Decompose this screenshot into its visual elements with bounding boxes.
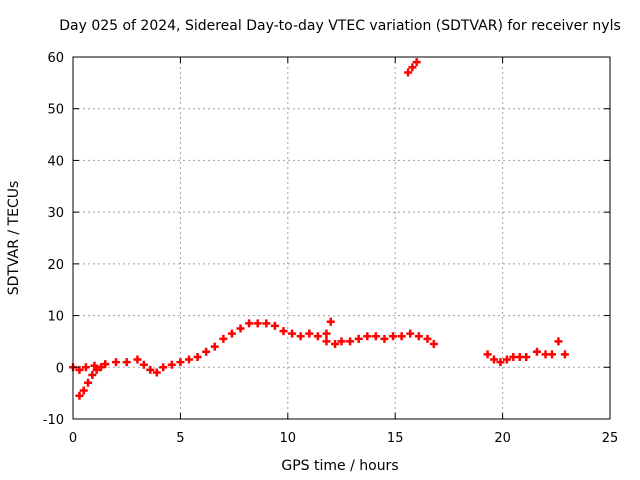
y-tick-label: 50 [47, 103, 64, 118]
data-point [337, 337, 346, 346]
grid-lines [73, 57, 610, 419]
data-marks [69, 58, 569, 400]
y-tick-label: 10 [47, 310, 64, 325]
y-tick-label: 30 [47, 206, 64, 221]
data-point [88, 371, 97, 380]
x-tick-label: 0 [69, 431, 77, 446]
data-point [236, 324, 245, 333]
y-tick-label: 60 [47, 51, 64, 66]
data-point [152, 368, 161, 377]
chart-title: Day 025 of 2024, Sidereal Day-to-day VTE… [59, 18, 621, 34]
data-point [92, 365, 101, 374]
data-point [146, 365, 155, 374]
data-point [176, 358, 185, 367]
y-tick-label: 20 [47, 258, 64, 273]
data-point [219, 334, 228, 343]
data-point [496, 358, 505, 367]
data-point [554, 337, 563, 346]
data-point [404, 68, 413, 77]
series-segment-19-23h [483, 337, 569, 367]
x-tick-label: 20 [494, 431, 511, 446]
y-tick-label: -10 [43, 413, 64, 428]
data-point [414, 332, 423, 341]
data-point [139, 360, 148, 369]
data-point [133, 355, 142, 364]
data-point [279, 327, 288, 336]
data-point [202, 347, 211, 356]
data-point [548, 350, 557, 359]
data-point [331, 340, 340, 349]
data-point [193, 352, 202, 361]
data-point [75, 391, 84, 400]
data-point [288, 329, 297, 338]
data-point [322, 329, 331, 338]
data-point [483, 350, 492, 359]
data-point [101, 360, 110, 369]
data-point [326, 317, 335, 326]
data-point [227, 329, 236, 338]
data-point [397, 332, 406, 341]
data-point [81, 363, 90, 372]
series-main-trace [69, 319, 331, 377]
plot-frame [72, 56, 611, 420]
data-point [412, 58, 421, 67]
y-axis-label: SDTVAR / TECUs [6, 181, 22, 296]
data-point [245, 319, 254, 328]
y-tick-label: 0 [56, 361, 64, 376]
x-tick-label: 25 [602, 431, 619, 446]
data-point [408, 63, 417, 72]
data-point [75, 365, 84, 374]
x-tick-label: 10 [280, 431, 297, 446]
data-point [313, 332, 322, 341]
x-tick-label: 5 [176, 431, 184, 446]
data-point [423, 334, 432, 343]
data-point [305, 329, 314, 338]
series-outlier-16h [404, 58, 421, 77]
data-point [560, 350, 569, 359]
data-point [79, 386, 88, 395]
data-point [490, 355, 499, 364]
data-point [371, 332, 380, 341]
data-point [522, 352, 531, 361]
x-tick-label: 15 [387, 431, 404, 446]
data-point [406, 329, 415, 338]
data-point [184, 355, 193, 364]
series-segment-12-17h [322, 317, 438, 349]
data-point [270, 321, 279, 330]
series-early-drop [75, 363, 105, 400]
data-point [502, 355, 511, 364]
data-point [354, 334, 363, 343]
axis-ticks [72, 56, 611, 420]
data-point [296, 332, 305, 341]
data-point [429, 340, 438, 349]
data-point [90, 361, 99, 370]
data-point [96, 363, 105, 372]
data-point [380, 334, 389, 343]
data-point [253, 319, 262, 328]
x-axis-label: GPS time / hours [281, 458, 398, 474]
data-point [322, 337, 331, 346]
data-point [159, 363, 168, 372]
data-point [363, 332, 372, 341]
data-point [262, 319, 271, 328]
data-point [84, 378, 93, 387]
data-point [167, 360, 176, 369]
data-point [346, 337, 355, 346]
data-point [111, 358, 120, 367]
data-point [210, 342, 219, 351]
data-point [122, 358, 131, 367]
data-point [532, 347, 541, 356]
data-point [389, 332, 398, 341]
y-tick-label: 40 [47, 154, 64, 169]
